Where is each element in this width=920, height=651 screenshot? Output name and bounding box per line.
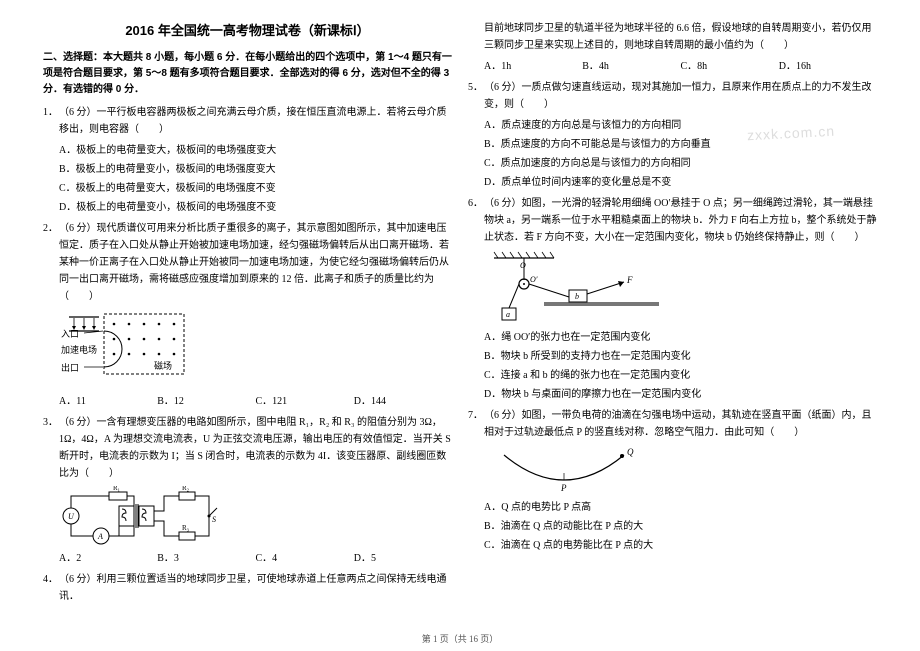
q5-opt-b: B．质点速度的方向不可能总是与该恒力的方向垂直 [484,136,877,153]
q3-opt-b: B．3 [157,550,255,567]
q2-label-out: 出口 [61,362,79,373]
svg-text:R₁: R₁ [113,486,120,492]
page-footer: 第 1 页（共 16 页） [0,632,920,645]
q2-label-accel: 加速电场 [61,344,97,355]
question-1: 1． （6 分）一平行板电容器两极板之间充满云母介质，接在恒压直流电源上．若将云… [43,104,452,138]
svg-text:P: P [560,483,567,493]
q7-options: A．Q 点的电势比 P 点高 B．油滴在 Q 点的动能比在 P 点的大 C．油滴… [468,499,877,554]
q1-number: 1． [43,104,58,121]
q6-number: 6． [468,195,483,212]
q4-opt-d: D．16h [779,58,877,75]
q3-opt-c: C．4 [256,550,354,567]
right-column: 目前地球同步卫星的轨道半径为地球半径的 6.6 倍，假设地球的自转周期变小，若仍… [460,20,885,610]
q2-label-field: 磁场 [154,360,172,371]
q2-number: 2． [43,220,58,237]
q7-opt-c: C．油滴在 Q 点的电势能比在 P 点的大 [484,537,877,554]
question-3: 3． （6 分）一含有理想变压器的电路如图所示，图中电阻 R₁，R₂ 和 R₃ … [43,414,452,482]
page-container: 2016 年全国统一高考物理试卷（新课标Ⅰ） 二、选择题：本大题共 8 小题，每… [0,0,920,620]
q7-opt-a: A．Q 点的电势比 P 点高 [484,499,877,516]
question-4a: 4． （6 分）利用三颗位置适当的地球同步卫星，可使地球赤道上任意两点之间保持无… [43,571,452,605]
q5-number: 5． [468,79,483,96]
q6-opt-a: A．绳 OO′的张力也在一定范围内变化 [484,329,877,346]
q6-figure: O O′ a b F [484,250,877,325]
question-7: 7． （6 分）如图，一带负电荷的油滴在匀强电场中运动，其轨迹在竖直平面（纸面）… [468,407,877,441]
svg-text:R₃: R₃ [182,524,190,532]
q2-label-in: 入口 [61,329,79,339]
q4-opt-a: A．1h [484,58,582,75]
q7-stem: （6 分）如图，一带负电荷的油滴在匀强电场中运动，其轨迹在竖直平面（纸面）内，且… [484,410,872,438]
q4-stem1: （6 分）利用三颗位置适当的地球同步卫星，可使地球赤道上任意两点之间保持无线电通… [59,574,447,602]
q3-number: 3． [43,414,58,431]
svg-text:A: A [97,532,103,541]
q4-opt-b: B．4h [582,58,680,75]
q1-opt-a: A．极板上的电荷量变大，极板间的电场强度变大 [59,142,452,159]
q3-opt-d: D．5 [354,550,452,567]
q5-stem: （6 分）一质点做匀速直线运动，现对其施加一恒力，且原来作用在质点上的力不发生改… [484,82,872,110]
q1-opt-c: C．极板上的电荷量变大，极板间的电场强度不变 [59,180,452,197]
q1-opt-d: D．极板上的电荷量变小，极板间的电场强度不变 [59,199,452,216]
q6-opt-d: D．物块 b 与桌面间的摩擦力也在一定范围内变化 [484,386,877,403]
svg-text:O′: O′ [530,275,538,284]
q6-stem: （6 分）如图，一光滑的轻滑轮用细绳 OO′悬挂于 O 点；另一细绳跨过滑轮，其… [484,198,877,243]
svg-text:b: b [575,292,579,301]
q7-figure: Q P [484,445,877,495]
q6-opt-b: B．物块 b 所受到的支持力也在一定范围内变化 [484,348,877,365]
question-5: 5． （6 分）一质点做匀速直线运动，现对其施加一恒力，且原来作用在质点上的力不… [468,79,877,113]
q5-opt-d: D．质点单位时间内速率的变化量总是不变 [484,174,877,191]
q3-figure: U A R₁ [59,486,452,546]
q4-opt-c: C．8h [681,58,779,75]
q7-opt-b: B．油滴在 Q 点的动能比在 P 点的大 [484,518,877,535]
q7-number: 7． [468,407,483,424]
q1-stem: （6 分）一平行板电容器两极板之间充满云母介质，接在恒压直流电源上．若将云母介质… [59,107,447,135]
q1-options: A．极板上的电荷量变大，极板间的电场强度变大 B．极板上的电荷量变小，极板间的电… [43,142,452,216]
svg-text:Q: Q [627,447,634,457]
q2-opt-d: D．144 [354,393,452,410]
q1-opt-b: B．极板上的电荷量变小，极板间的电场强度变大 [59,161,452,178]
q4-stem2: 目前地球同步卫星的轨道半径为地球半径的 6.6 倍，假设地球的自转周期变小，若仍… [468,20,877,54]
svg-text:S: S [212,515,216,524]
q5-opt-c: C．质点加速度的方向总是与该恒力的方向相同 [484,155,877,172]
q2-opt-b: B．12 [157,393,255,410]
q2-opt-c: C．121 [256,393,354,410]
q4-number: 4． [43,571,58,588]
q5-opt-a: A．质点速度的方向总是与该恒力的方向相同 [484,117,877,134]
q3-stem: （6 分）一含有理想变压器的电路如图所示，图中电阻 R₁，R₂ 和 R₃ 的阻值… [59,417,451,479]
question-2: 2． （6 分）现代质谱仪可用来分析比质子重很多的离子，其示意图如图所示，其中加… [43,220,452,305]
left-column: 2016 年全国统一高考物理试卷（新课标Ⅰ） 二、选择题：本大题共 8 小题，每… [35,20,460,610]
question-6: 6． （6 分）如图，一光滑的轻滑轮用细绳 OO′悬挂于 O 点；另一细绳跨过滑… [468,195,877,246]
q2-figure: 加速电场 磁场 入口 出口 [59,309,452,389]
svg-text:a: a [506,310,510,319]
exam-title: 2016 年全国统一高考物理试卷（新课标Ⅰ） [43,20,452,42]
q3-opt-a: A．2 [59,550,157,567]
q6-opt-c: C．连接 a 和 b 的绳的张力也在一定范围内变化 [484,367,877,384]
svg-text:U: U [68,512,75,521]
q6-options: A．绳 OO′的张力也在一定范围内变化 B．物块 b 所受到的支持力也在一定范围… [468,329,877,403]
q2-opt-a: A．11 [59,393,157,410]
svg-text:O: O [520,261,526,270]
q2-options: A．11 B．12 C．121 D．144 [43,393,452,410]
svg-text:R₂: R₂ [182,486,190,492]
svg-text:F: F [626,275,633,285]
q2-stem: （6 分）现代质谱仪可用来分析比质子重很多的离子，其示意图如图所示，其中加速电压… [59,223,449,302]
q3-options: A．2 B．3 C．4 D．5 [43,550,452,567]
section-header: 二、选择题：本大题共 8 小题，每小题 6 分．在每小题给出的四个选项中，第 1… [43,50,452,98]
q5-options: A．质点速度的方向总是与该恒力的方向相同 B．质点速度的方向不可能总是与该恒力的… [468,117,877,191]
q4-options: A．1h B．4h C．8h D．16h [468,58,877,75]
